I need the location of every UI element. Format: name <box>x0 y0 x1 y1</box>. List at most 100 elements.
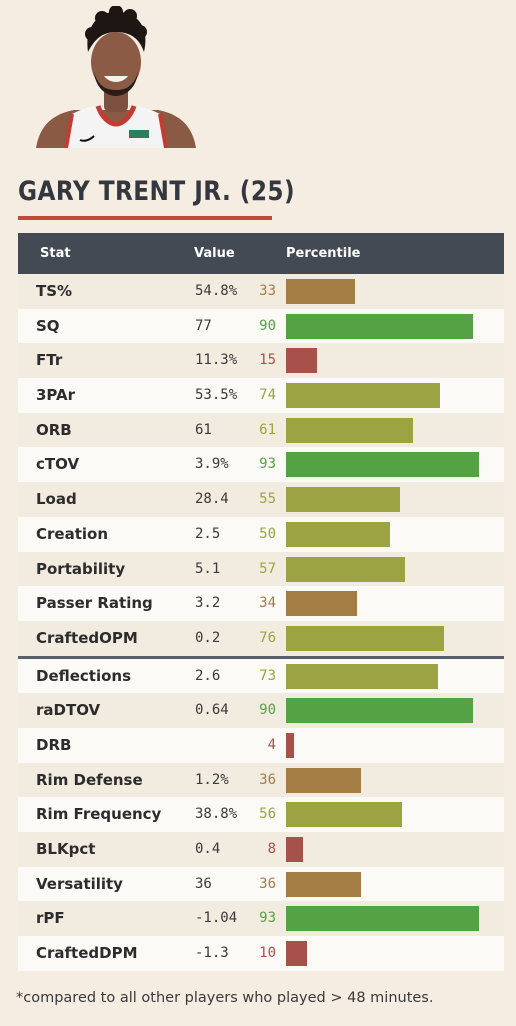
table-row: BLKpct 0.4 8 <box>18 832 504 867</box>
footnote: *compared to all other players who playe… <box>16 990 434 1006</box>
percentile-number: 90 <box>259 317 276 334</box>
percentile-number: 50 <box>259 525 276 542</box>
percentile-bar <box>286 591 357 617</box>
table-row: raDTOV 0.64 90 <box>18 693 504 728</box>
percentile-bar <box>286 279 355 304</box>
stat-label: FTr <box>36 351 63 370</box>
percentile-number: 8 <box>267 841 276 857</box>
stat-label: TS% <box>36 282 73 300</box>
stat-label: SQ <box>36 316 60 335</box>
stat-value: -1.3 <box>195 945 229 962</box>
header-value: Value <box>194 246 235 261</box>
percentile-bar <box>286 837 303 862</box>
stat-label: raDTOV <box>36 701 101 720</box>
table-header: Stat Value Percentile <box>18 233 504 274</box>
stat-value: 28.4 <box>195 491 229 508</box>
percentile-number: 34 <box>259 595 276 612</box>
table-row: SQ 77 90 <box>18 308 504 344</box>
stat-label: Load <box>36 490 77 509</box>
stat-label: Portability <box>36 559 126 578</box>
percentile-number: 76 <box>259 629 276 646</box>
stat-label: CraftedOPM <box>36 628 138 647</box>
percentile-number: 55 <box>259 491 276 508</box>
percentile-bar <box>286 521 390 547</box>
stat-value: 1.2% <box>195 771 229 788</box>
table-row: Passer Rating 3.2 34 <box>18 586 504 621</box>
stat-label: cTOV <box>36 455 80 474</box>
stat-label: Rim Frequency <box>36 805 162 824</box>
stat-value: 3.2 <box>195 595 221 612</box>
table-row: cTOV 3.9% 93 <box>18 447 504 483</box>
percentile-number: 73 <box>259 667 276 684</box>
stat-label: rPF <box>36 909 65 928</box>
table-row: Creation 2.5 50 <box>18 516 504 552</box>
table-row: Rim Frequency 38.8% 56 <box>18 797 504 832</box>
stat-label: ORB <box>36 420 72 439</box>
stat-value: 2.6 <box>195 667 221 684</box>
stat-value: 11.3% <box>195 352 238 369</box>
stat-value: 36 <box>195 875 212 892</box>
percentile-number: 36 <box>259 771 276 788</box>
table-row: FTr 11.3% 15 <box>18 343 504 379</box>
stat-value: 77 <box>195 317 212 334</box>
table-row: CraftedDPM -1.3 10 <box>18 936 504 971</box>
section-divider <box>18 655 504 659</box>
offense-section: TS% 54.8% 33 SQ 77 90 FTr 11.3% 15 3PAr 53.5% 74 ORB… <box>18 274 504 656</box>
stat-label: CraftedDPM <box>36 944 138 963</box>
stat-value: 3.9% <box>195 456 229 473</box>
player-name-title: GARY TRENT JR. (25) <box>18 176 296 207</box>
stat-value: 61 <box>195 421 212 438</box>
percentile-bar <box>286 556 405 582</box>
stat-label: Versatility <box>36 874 123 893</box>
percentile-number: 15 <box>259 352 276 369</box>
percentile-number: 10 <box>259 945 276 962</box>
table-row: Load 28.4 55 <box>18 482 504 517</box>
table-row: 3PAr 53.5% 74 <box>18 378 504 413</box>
player-headshot <box>36 6 196 148</box>
stat-value: 2.5 <box>195 525 221 542</box>
stat-label: DRB <box>36 735 72 754</box>
table-row: CraftedOPM 0.2 76 <box>18 620 504 656</box>
stat-value: 54.8% <box>195 283 238 299</box>
percentile-number: 90 <box>259 702 276 719</box>
percentile-number: 33 <box>259 283 276 299</box>
table-row: ORB 61 61 <box>18 412 504 448</box>
stat-label: 3PAr <box>36 386 76 405</box>
stat-value: 53.5% <box>195 387 238 404</box>
percentile-bar <box>286 383 440 409</box>
table-row: Portability 5.1 57 <box>18 551 504 587</box>
header-stat: Stat <box>40 246 71 261</box>
percentile-bar <box>286 452 479 478</box>
percentile-bar <box>286 313 473 339</box>
table-row: Versatility 36 36 <box>18 866 504 902</box>
stat-label: Creation <box>36 524 108 543</box>
percentile-bar <box>286 625 444 651</box>
table-row: DRB 4 <box>18 727 504 763</box>
percentile-bar <box>286 906 479 932</box>
percentile-bar <box>286 802 402 828</box>
stat-label: BLKpct <box>36 840 96 858</box>
percentile-number: 61 <box>259 421 276 438</box>
percentile-bar <box>286 348 317 374</box>
title-underline <box>18 216 272 220</box>
percentile-bar <box>286 487 400 513</box>
table-row: Deflections 2.6 73 <box>18 658 504 694</box>
percentile-number: 56 <box>259 806 276 823</box>
table-row: TS% 54.8% 33 <box>18 274 504 309</box>
percentile-bar <box>286 767 361 793</box>
percentile-bar <box>286 698 473 724</box>
stat-label: Passer Rating <box>36 594 153 613</box>
table-row: rPF -1.04 93 <box>18 901 504 937</box>
percentile-bar <box>286 417 413 443</box>
stat-value: 5.1 <box>195 560 221 577</box>
stat-value: 0.64 <box>195 702 229 719</box>
stat-value: 0.2 <box>195 629 221 646</box>
percentile-number: 36 <box>259 875 276 892</box>
percentile-bar <box>286 732 294 758</box>
stat-label: Deflections <box>36 666 132 685</box>
percentile-number: 74 <box>259 387 276 404</box>
defense-section: Deflections 2.6 73 raDTOV 0.64 90 DRB 4 Rim Defe… <box>18 658 504 971</box>
stats-table: Stat Value Percentile TS% 54.8% 33 SQ 77 90 FT… <box>18 233 504 971</box>
percentile-bar <box>286 871 361 897</box>
stat-value: 38.8% <box>195 806 238 823</box>
